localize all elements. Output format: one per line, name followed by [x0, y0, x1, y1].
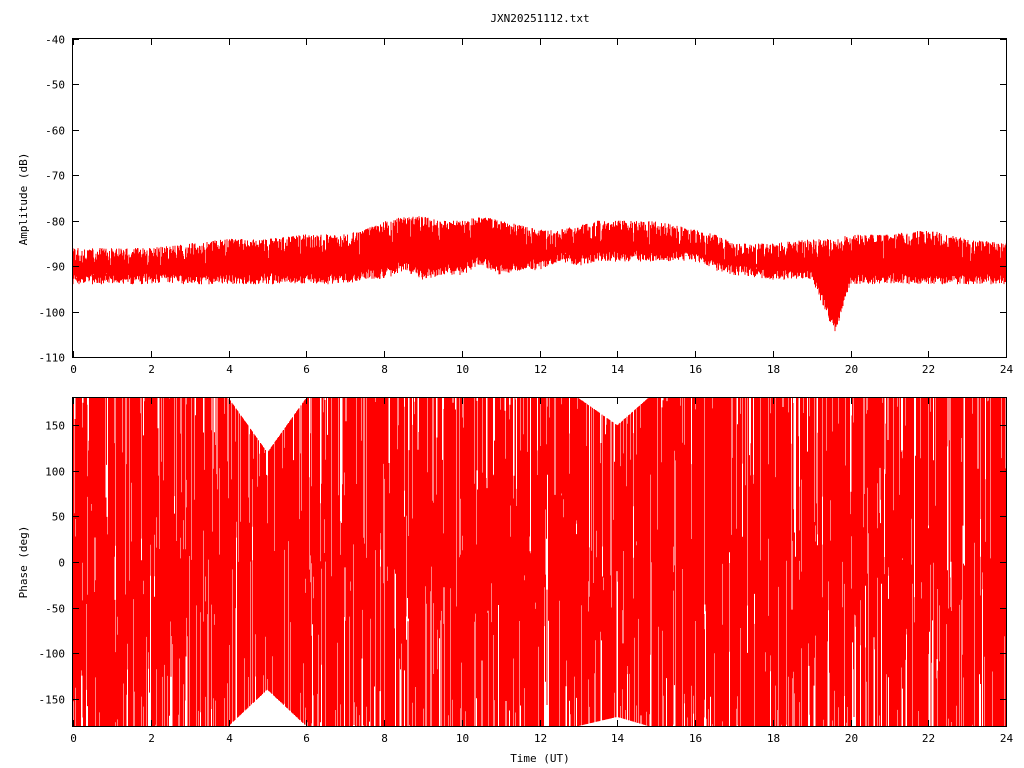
phase-x-tick-label: 24: [1000, 732, 1014, 745]
amplitude-x-tick-label: 4: [226, 363, 233, 376]
amplitude-x-tick-label: 14: [611, 363, 625, 376]
phase-panel: Phase (deg) Time (UT) 0 2 4 6 8 10 12 14 16 18 20 2…: [17, 397, 1014, 765]
phase-y-tick-label: -150: [39, 694, 66, 707]
phase-trace-group: [73, 398, 1006, 726]
amplitude-x-tick-label: 18: [767, 363, 780, 376]
phase-y-tick-label: 150: [45, 420, 65, 433]
amplitude-y-axis-label: Amplitude (dB): [17, 153, 30, 246]
chart-title: JXN20251112.txt: [490, 12, 589, 25]
amplitude-series-line: [73, 216, 1006, 332]
phase-x-tick-label: 0: [70, 732, 77, 745]
amplitude-y-tick-label: -40: [45, 34, 65, 47]
amplitude-x-tick-label: 8: [381, 363, 388, 376]
amplitude-y-tick-label: -60: [45, 125, 65, 138]
phase-y-tick-label: -100: [39, 648, 66, 661]
amplitude-y-tick-label: -90: [45, 261, 65, 274]
amplitude-x-tick-label: 12: [534, 363, 547, 376]
amplitude-x-tick-label: 6: [303, 363, 310, 376]
phase-y-tick-label: 0: [58, 557, 65, 570]
phase-series-line: [73, 398, 1006, 726]
amplitude-x-tick-label: 22: [922, 363, 935, 376]
phase-x-tick-label: 22: [922, 732, 935, 745]
phase-x-axis-label: Time (UT): [510, 752, 570, 765]
amplitude-x-tick-label: 2: [148, 363, 155, 376]
amplitude-y-tick-label: -110: [39, 352, 66, 365]
phase-x-tick-label: 10: [456, 732, 469, 745]
phase-x-tick-label: 8: [381, 732, 388, 745]
amplitude-y-tick-label: -100: [39, 307, 66, 320]
amplitude-y-tick-label: -70: [45, 170, 65, 183]
amplitude-x-tick-label: 16: [689, 363, 702, 376]
phase-x-tick-label: 20: [845, 732, 858, 745]
phase-x-tick-label: 6: [303, 732, 310, 745]
phase-y-axis-label: Phase (deg): [17, 526, 30, 599]
phase-x-tick-label: 18: [767, 732, 780, 745]
phase-x-tick-label: 12: [534, 732, 547, 745]
amplitude-y-tick-label: -80: [45, 216, 65, 229]
phase-x-tick-label: 16: [689, 732, 702, 745]
phase-y-tick-label: -50: [45, 603, 65, 616]
phase-ticks-group: 0 2 4 6 8 10 12 14 16 18 20 22 24150100500-50-100-15…: [39, 398, 1014, 745]
amplitude-x-tick-label: 0: [70, 363, 77, 376]
amplitude-trace-group: [73, 216, 1006, 332]
amplitude-x-tick-label: 10: [456, 363, 469, 376]
phase-x-tick-label: 14: [611, 732, 625, 745]
amplitude-ticks-group: 0 2 4 6 8 10 12 14 16 18 20 22 24-40-50-60-70-80-90-…: [39, 34, 1014, 377]
phase-plot-frame: [72, 397, 1007, 727]
phase-x-tick-label: 4: [226, 732, 233, 745]
amplitude-plot-frame: [72, 38, 1007, 358]
phase-y-tick-label: 100: [45, 466, 65, 479]
amplitude-x-tick-label: 20: [845, 363, 858, 376]
amplitude-panel: Amplitude (dB) 0 2 4 6 8 10 12 14 16 18 20 22 24-40-…: [17, 34, 1013, 377]
amplitude-x-tick-label: 24: [1000, 363, 1014, 376]
phase-y-tick-label: 50: [52, 511, 65, 524]
amplitude-y-tick-label: -50: [45, 79, 65, 92]
phase-x-tick-label: 2: [148, 732, 155, 745]
